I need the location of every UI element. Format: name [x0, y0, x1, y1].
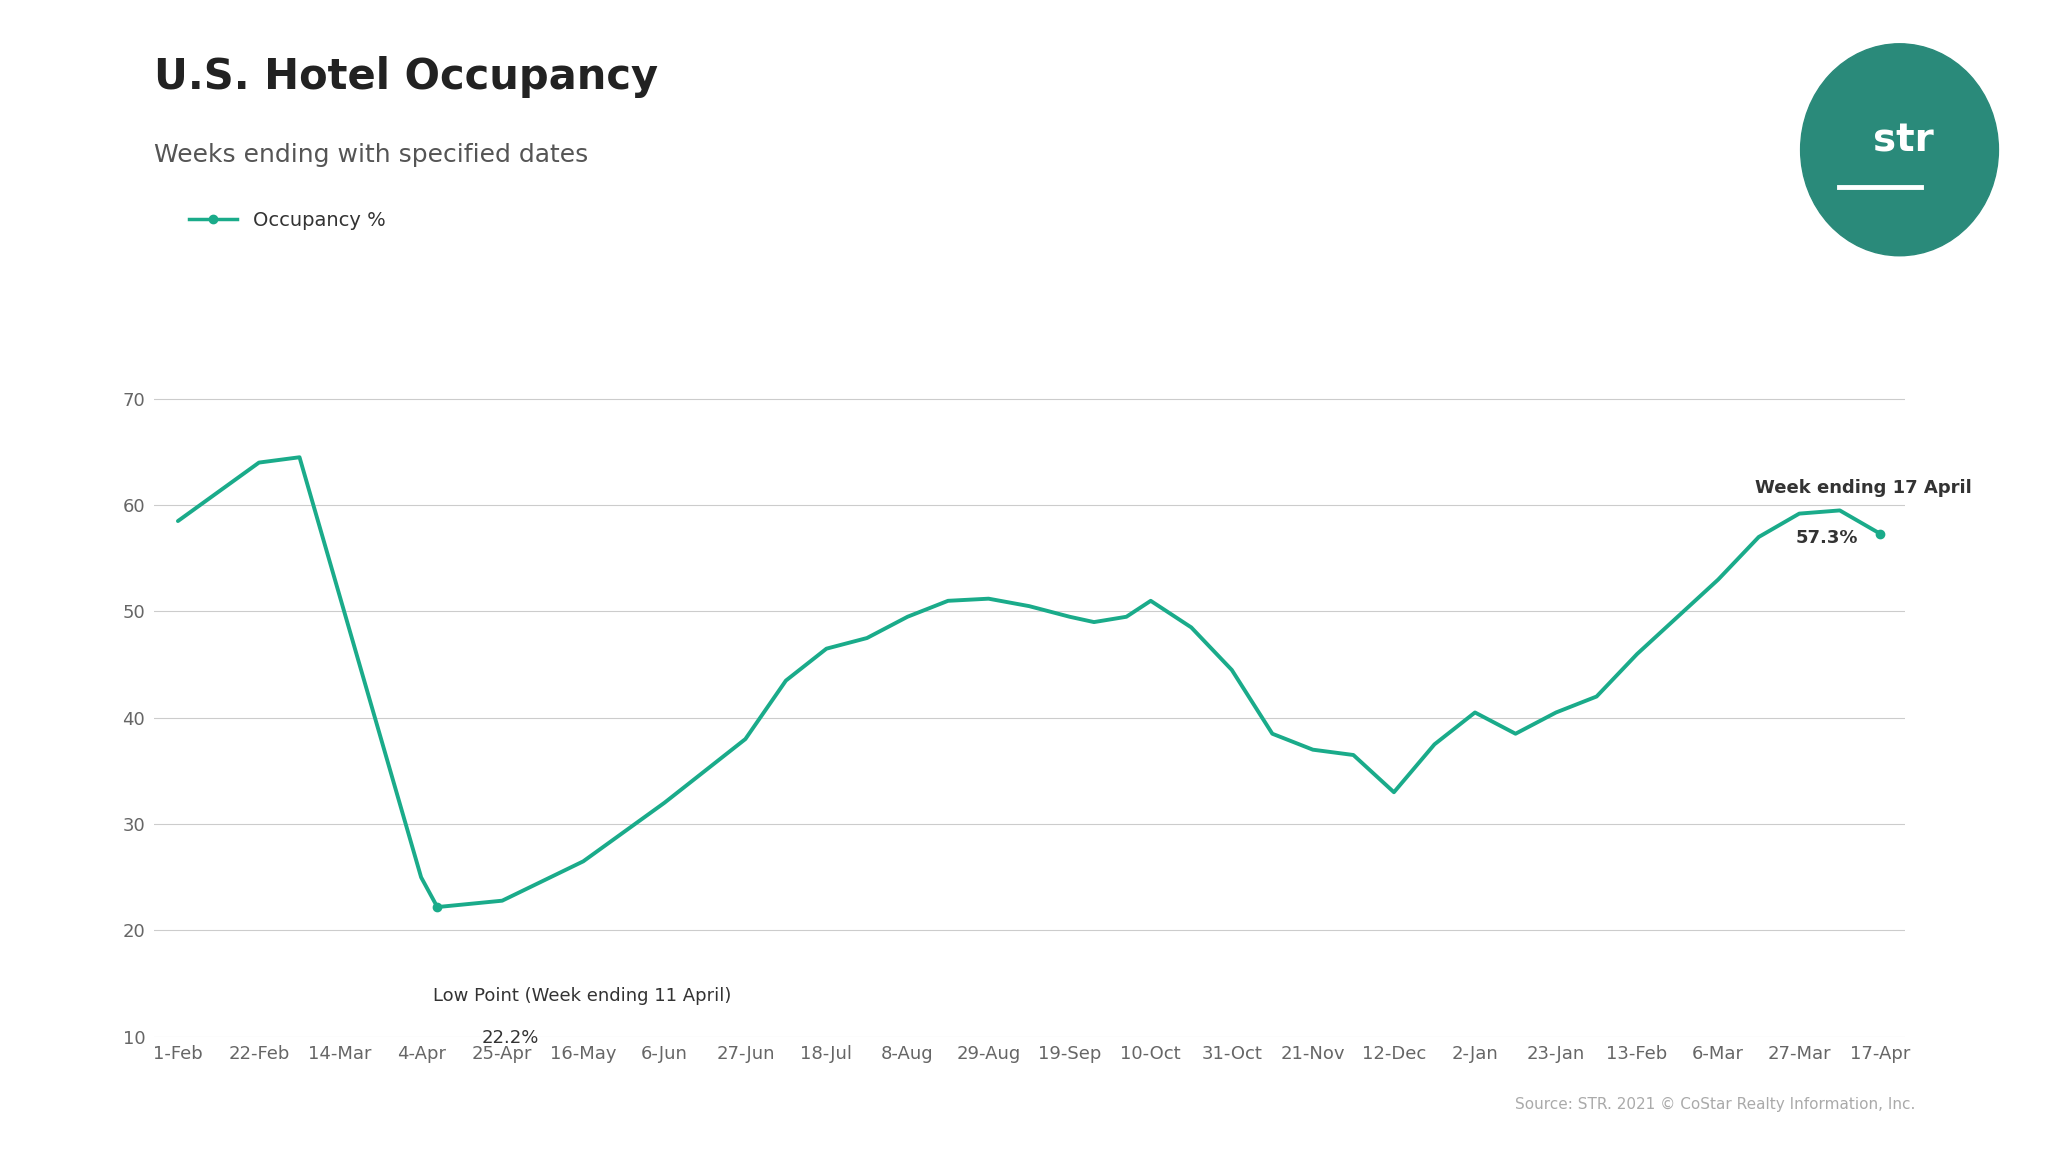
- Text: str: str: [1874, 122, 1933, 159]
- Text: Weeks ending with specified dates: Weeks ending with specified dates: [154, 143, 588, 167]
- Text: U.S. Hotel Occupancy: U.S. Hotel Occupancy: [154, 56, 657, 98]
- Text: Source: STR. 2021 © CoStar Realty Information, Inc.: Source: STR. 2021 © CoStar Realty Inform…: [1516, 1097, 1915, 1112]
- Text: 57.3%: 57.3%: [1796, 529, 1858, 546]
- Text: 22.2%: 22.2%: [481, 1030, 539, 1047]
- Text: Week ending 17 April: Week ending 17 April: [1755, 478, 1972, 497]
- Legend: Occupancy %: Occupancy %: [180, 203, 393, 237]
- Circle shape: [1800, 44, 1999, 256]
- Text: Low Point (Week ending 11 April): Low Point (Week ending 11 April): [434, 987, 731, 1005]
